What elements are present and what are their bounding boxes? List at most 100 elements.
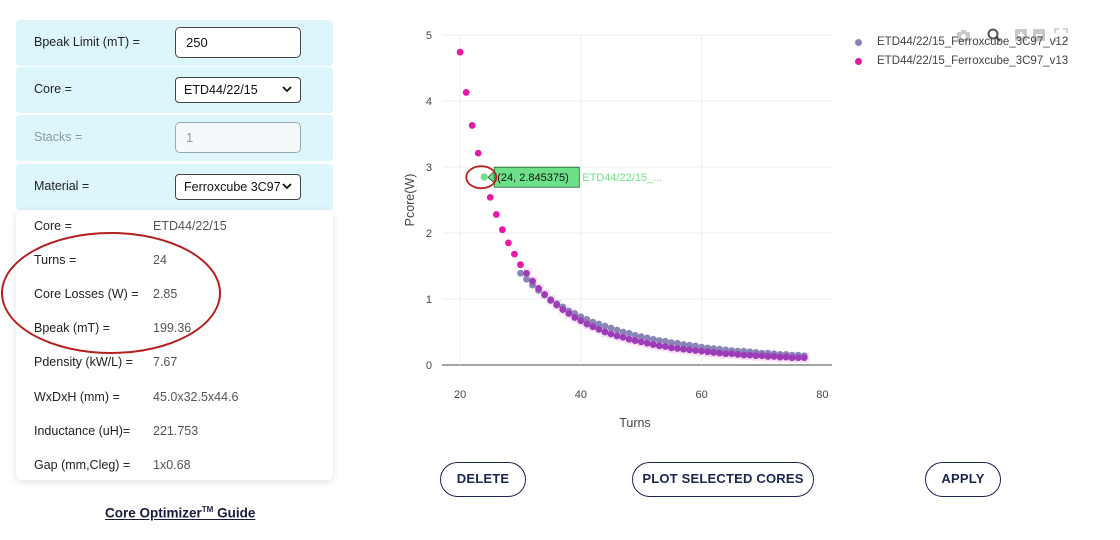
legend-item-v12[interactable]: ETD44/22/15_Ferroxcube_3C97_v12 — [852, 36, 1068, 55]
series-v13-point[interactable] — [607, 330, 615, 338]
series-v13-point[interactable] — [456, 48, 464, 56]
series-v12-point[interactable] — [655, 337, 663, 344]
series-v13-point[interactable] — [758, 352, 766, 360]
series-v13-point[interactable] — [643, 339, 651, 347]
core-select-value: ETD44/22/15 — [184, 83, 258, 97]
series-v13-point[interactable] — [498, 226, 506, 234]
series-v12-point[interactable] — [601, 322, 609, 330]
result-value-bpeak: 199.36 — [153, 321, 192, 335]
series-v13-point[interactable] — [474, 149, 482, 157]
series-v13-point[interactable] — [565, 310, 573, 317]
series-v13-point[interactable] — [764, 353, 772, 360]
series-v13-point[interactable] — [511, 250, 518, 258]
chart-modebar — [957, 28, 1068, 42]
series-v12-point[interactable] — [643, 334, 651, 342]
series-v13-point[interactable] — [734, 351, 742, 358]
camera-icon[interactable] — [957, 30, 970, 41]
core-optimizer-guide-link[interactable]: Core OptimizerTM Guide — [105, 505, 255, 521]
series-v13-point[interactable] — [776, 353, 784, 361]
series-v13-point[interactable] — [649, 341, 657, 348]
core-select[interactable]: ETD44/22/15 — [175, 77, 301, 103]
hover-tooltip-series: ETD44/22/15_... — [582, 172, 662, 184]
series-v12-point[interactable] — [661, 337, 669, 345]
series-v12-point[interactable] — [595, 320, 603, 328]
series-v13-point[interactable] — [492, 211, 500, 218]
series-v13-point[interactable] — [553, 301, 561, 309]
series-v13-point[interactable] — [800, 354, 808, 362]
material-label: Material = — [34, 179, 90, 193]
series-v13-point[interactable] — [619, 333, 627, 341]
series-v13-point[interactable] — [782, 353, 790, 361]
series-v13-point[interactable] — [559, 306, 567, 313]
result-value-core-losses: 2.85 — [153, 287, 178, 301]
series-v13-point[interactable] — [655, 342, 663, 350]
series-v13-point[interactable] — [746, 351, 754, 359]
y-tick-label: 1 — [426, 294, 432, 306]
series-v13-point[interactable] — [788, 354, 796, 362]
series-v12-point[interactable] — [637, 333, 645, 341]
series-v13-point[interactable] — [794, 354, 802, 362]
series-v13-point[interactable] — [680, 345, 687, 353]
series-v12-point[interactable] — [613, 326, 621, 334]
series-v13-point[interactable] — [668, 344, 675, 352]
apply-button[interactable]: APPLY — [925, 462, 1001, 497]
results-panel: Core = ETD44/22/15 Turns = 24 Core Losse… — [16, 210, 333, 480]
series-v13-point[interactable] — [541, 290, 549, 298]
series-v13-point[interactable] — [637, 338, 645, 346]
series-v13-point[interactable] — [535, 285, 542, 292]
pcore-vs-turns-chart[interactable]: 0 1 2 3 4 5 20 40 60 80 Turns Pcore(W) (24, 2.845375… — [395, 20, 845, 440]
series-v12-point[interactable] — [668, 339, 675, 346]
y-tick-label: 4 — [426, 96, 432, 108]
series-v13-point[interactable] — [722, 350, 730, 358]
series-v12-point[interactable] — [631, 331, 639, 339]
series-v13-point[interactable] — [631, 337, 639, 344]
series-v13-point[interactable] — [686, 346, 693, 354]
series-v13-point[interactable] — [589, 323, 597, 331]
series-v13-point[interactable] — [692, 347, 699, 354]
zoom-icon[interactable] — [987, 28, 1001, 42]
series-v12-point[interactable] — [625, 329, 633, 337]
zoom-in-icon[interactable] — [1015, 29, 1027, 41]
series-v13-point[interactable] — [740, 351, 748, 359]
series-v13-point[interactable] — [529, 277, 536, 285]
series-v13-point[interactable] — [752, 352, 760, 360]
material-select[interactable]: Ferroxcube 3C97 — [175, 174, 301, 200]
series-v13-point[interactable] — [505, 239, 512, 247]
series-v13-point[interactable] — [716, 349, 724, 357]
series-v13-point[interactable] — [704, 348, 712, 356]
series-v13-point[interactable] — [595, 325, 603, 333]
series-v13-point[interactable] — [583, 320, 591, 328]
series-v13-point[interactable] — [625, 335, 633, 343]
series-v13-point[interactable] — [523, 269, 530, 277]
series-v13-point[interactable] — [613, 332, 621, 340]
series-v13-point[interactable] — [462, 89, 470, 96]
series-v13-point[interactable] — [661, 343, 669, 350]
series-v13-point[interactable] — [547, 296, 555, 304]
series-v12-point[interactable] — [523, 275, 530, 283]
series-v13-point[interactable] — [674, 345, 681, 352]
series-v13-point[interactable] — [468, 122, 476, 129]
series-v12-point[interactable] — [674, 339, 681, 347]
zoom-out-icon[interactable] — [1033, 29, 1045, 41]
series-v13-point[interactable] — [517, 261, 524, 269]
y-tick-label: 0 — [426, 360, 432, 372]
series-v13-point[interactable] — [571, 314, 579, 321]
series-v13-point[interactable] — [486, 193, 494, 201]
delete-button[interactable]: DELETE — [440, 462, 526, 497]
autoscale-icon[interactable] — [1054, 28, 1068, 42]
series-v12-point[interactable] — [649, 335, 657, 343]
series-v12-point[interactable] — [517, 269, 524, 277]
bpeak-limit-input[interactable]: 250 — [175, 27, 301, 58]
series-v12-point[interactable] — [619, 328, 627, 336]
series-v13-point[interactable] — [770, 353, 778, 360]
series-v13-point[interactable] — [577, 317, 585, 325]
series-v12-point[interactable] — [607, 324, 615, 332]
hover-point[interactable] — [480, 173, 488, 181]
series-v13-point[interactable] — [698, 347, 705, 355]
plot-selected-cores-button[interactable]: PLOT SELECTED CORES — [632, 462, 814, 497]
series-v13-point[interactable] — [728, 350, 736, 358]
series-v13-point[interactable] — [710, 349, 718, 356]
legend-item-v13[interactable]: ETD44/22/15_Ferroxcube_3C97_v13 — [852, 55, 1068, 74]
series-v13-point[interactable] — [601, 328, 609, 336]
